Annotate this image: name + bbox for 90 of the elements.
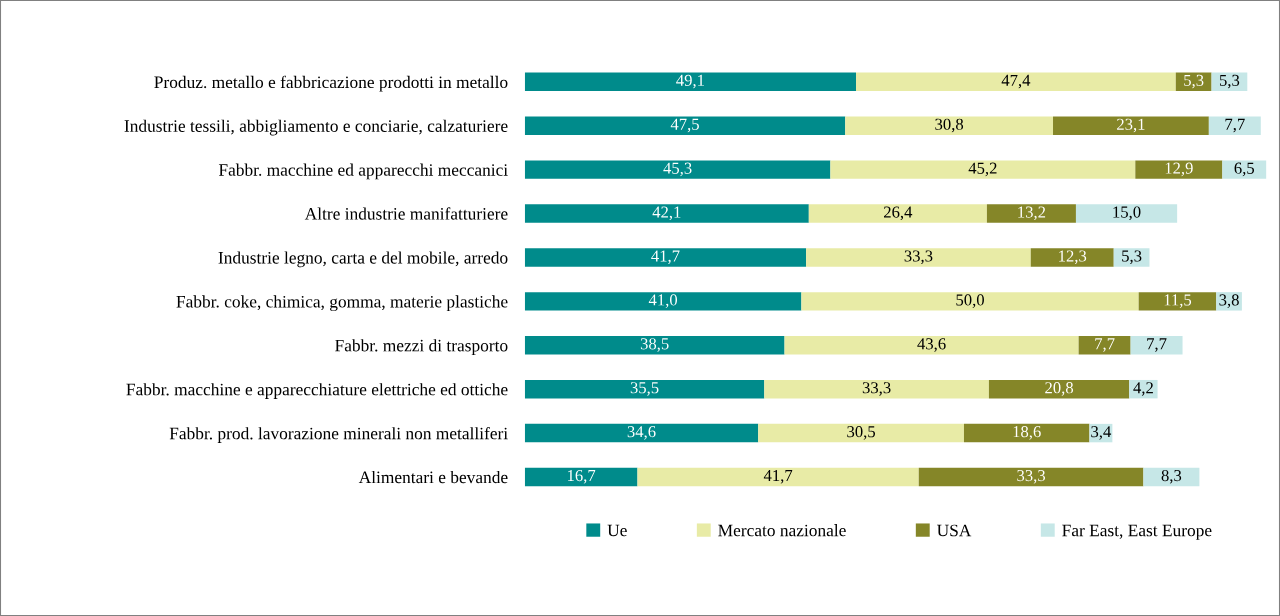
data-label: 33,3	[1017, 469, 1046, 484]
bar	[1208, 116, 1261, 135]
data-label: 50,0	[956, 294, 984, 308]
bar	[986, 204, 1076, 223]
bar	[988, 379, 1130, 399]
data-label: 41,0	[648, 294, 678, 308]
bar	[856, 72, 1176, 92]
data-label: 34,6	[627, 426, 656, 440]
y-tick-label: Fabbr. macchine e apparecchiature elettriche ed ottiche	[126, 383, 508, 399]
y-tick-label: Industrie tessili, abbigliamento e conciarie, calzaturiere	[124, 119, 508, 136]
bar	[1130, 336, 1183, 355]
y-tick-label: Alimentari e bevande	[358, 470, 508, 484]
data-label: 12,3	[1059, 250, 1087, 265]
data-label: 11,5	[1164, 294, 1192, 308]
data-label: 8,3	[1161, 469, 1182, 484]
y-tick-label: Fabbr. prod. lavorazione minerali non metalliferi	[169, 426, 508, 443]
y-tick-label: Fabbr. macchine ed apparecchi meccanici	[218, 163, 508, 180]
bar	[524, 160, 831, 179]
bar	[1222, 160, 1267, 179]
data-label: 7,7	[1225, 118, 1245, 133]
bar	[524, 423, 759, 443]
bar	[830, 160, 1136, 179]
data-label: 43,6	[917, 338, 946, 352]
data-label: 5,3	[1122, 250, 1142, 265]
data-label: 35,5	[630, 382, 659, 396]
data-label: 33,3	[862, 382, 891, 396]
y-tick-label: Industrie legno, carta e del mobile, arredo	[218, 251, 508, 268]
data-label: 45,2	[968, 162, 997, 177]
data-label: 5,3	[1184, 74, 1204, 89]
bar	[524, 379, 765, 399]
bar	[801, 292, 1139, 311]
bar	[524, 72, 857, 92]
bar	[524, 248, 807, 267]
data-label: 41,7	[763, 470, 793, 484]
bar	[1138, 292, 1217, 311]
y-tick-label: Altre industrie manifatturiere	[304, 207, 508, 220]
bar	[1135, 160, 1223, 179]
bar	[1053, 116, 1209, 135]
bar	[1175, 72, 1212, 92]
bar	[1113, 248, 1150, 267]
data-label: 15,0	[1113, 206, 1141, 221]
data-label: 26,4	[884, 206, 913, 221]
data-label: 13,2	[1018, 206, 1046, 221]
bar	[806, 248, 1031, 267]
bar	[1075, 204, 1178, 223]
bar	[524, 467, 638, 487]
data-label: 47,5	[670, 118, 699, 133]
data-label: 45,3	[663, 162, 692, 177]
bar	[918, 467, 1144, 487]
bar	[524, 204, 809, 223]
data-label: 7,7	[1095, 338, 1115, 352]
legend-label: USA	[937, 524, 972, 537]
bar	[784, 336, 1079, 355]
bar	[758, 423, 964, 443]
bar	[845, 116, 1054, 135]
data-label: 20,8	[1045, 382, 1074, 396]
data-label: 6,5	[1234, 162, 1255, 177]
data-label: 4,2	[1133, 382, 1153, 396]
bar	[524, 292, 802, 311]
bar	[637, 467, 919, 487]
data-label: 3,4	[1091, 426, 1112, 440]
bar	[524, 336, 785, 355]
y-tick-label: Fabbr. mezzi di trasporto	[335, 339, 508, 355]
bar	[1143, 467, 1200, 487]
data-label: 23,1	[1117, 118, 1145, 133]
bar	[963, 423, 1090, 443]
y-tick-label: Produz. metallo e fabbricazione prodotti in metallo	[154, 75, 508, 92]
bar	[764, 379, 989, 399]
data-label: 18,6	[1013, 426, 1041, 440]
data-label: 12,9	[1165, 162, 1193, 177]
bar	[808, 204, 987, 223]
data-label: 7,7	[1147, 338, 1167, 352]
data-label: 42,1	[652, 206, 681, 221]
data-label: 38,5	[640, 338, 669, 352]
bar	[1078, 336, 1131, 355]
data-label: 33,3	[904, 250, 933, 265]
legend-label: Far East, East Europe	[1062, 524, 1212, 540]
legend-label: Ue	[607, 524, 627, 537]
bar	[1030, 248, 1114, 267]
data-label: 30,8	[935, 118, 964, 133]
legend-label: Mercato nazionale	[718, 524, 846, 537]
data-label: 16,7	[568, 469, 596, 484]
data-label: 5,3	[1219, 74, 1240, 89]
data-label: 41,7	[651, 250, 680, 265]
data-label: 47,4	[1001, 74, 1031, 89]
y-tick-label: Fabbr. coke, chimica, gomma, materie plastiche	[176, 295, 508, 312]
data-label: 30,5	[847, 426, 876, 440]
data-label: 3,8	[1219, 294, 1239, 308]
bar	[524, 116, 846, 135]
data-label: 49,1	[676, 74, 704, 89]
